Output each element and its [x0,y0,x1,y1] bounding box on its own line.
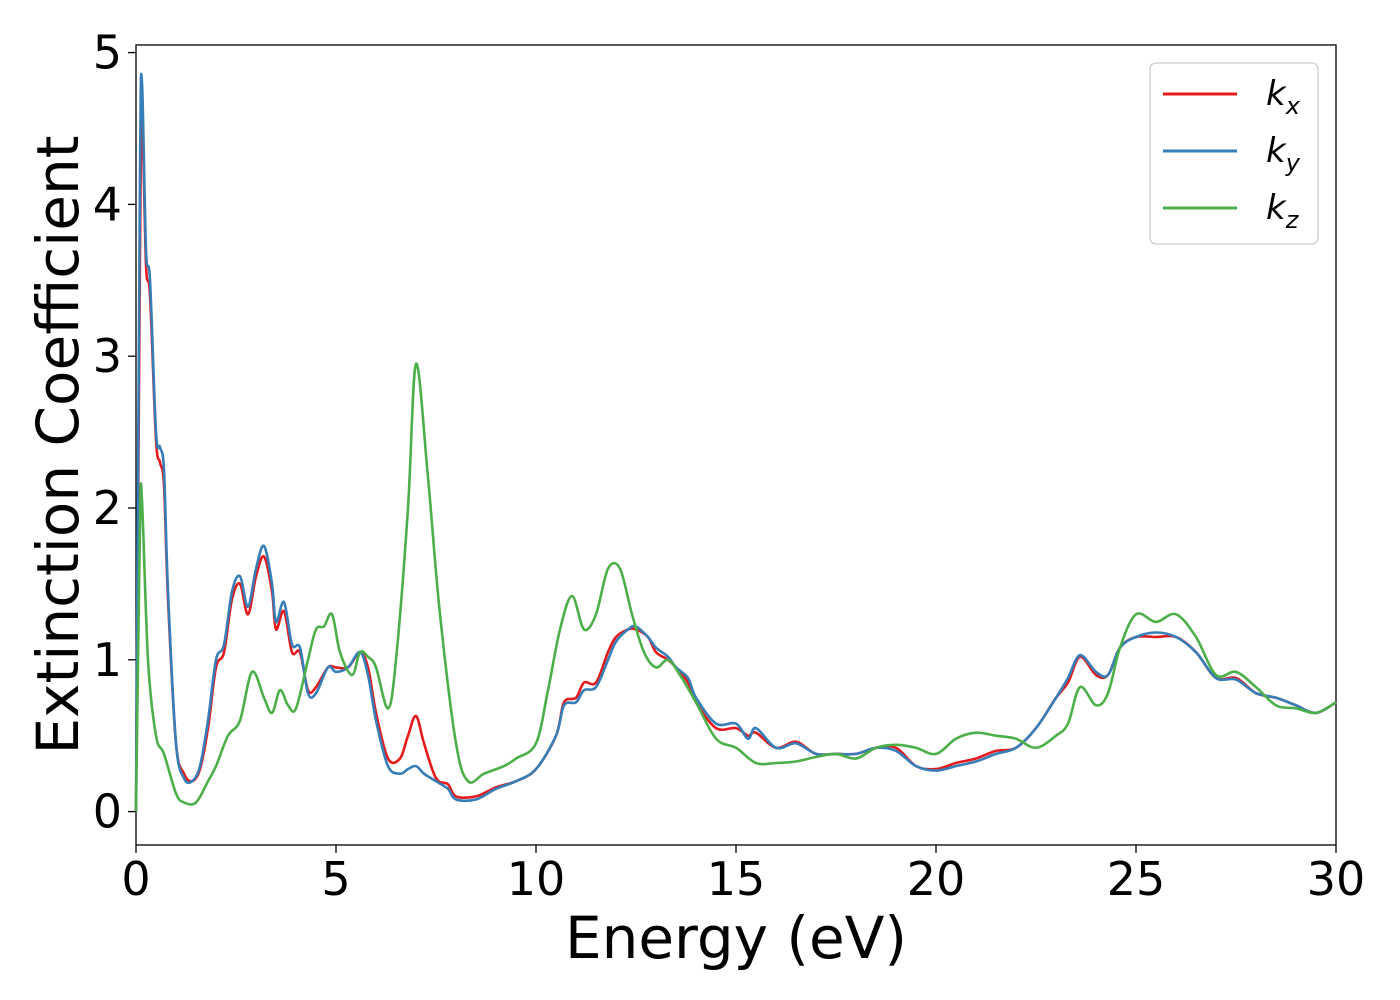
y-axis-ticks: 0 1 2 3 4 5 [93,26,136,839]
series-line-kz [134,362,1337,812]
y-tick-label: 0 [93,785,122,839]
x-tick-label: 10 [507,852,566,906]
legend-label-base: k [1266,74,1287,114]
y-tick-label: 5 [93,26,122,80]
x-tick-label: 20 [907,852,966,906]
legend-label: ky [1266,131,1301,177]
x-tick-label: 0 [121,852,150,906]
legend-label-base: k [1266,188,1287,228]
series-layer [134,72,1337,812]
legend-label-subscript: z [1285,206,1300,234]
y-tick-label: 2 [93,481,122,535]
y-tick-label: 4 [93,177,122,231]
legend-label: kx [1266,74,1301,120]
x-tick-label: 30 [1307,852,1366,906]
x-axis-title: Energy (eV) [565,904,907,972]
legend-label: kz [1266,188,1300,234]
x-tick-label: 15 [707,852,766,906]
legend-label-subscript: y [1285,149,1301,177]
y-tick-label: 1 [93,633,122,687]
x-tick-label: 5 [321,852,350,906]
x-tick-label: 25 [1107,852,1166,906]
y-axis-title: Extinction Coefficient [24,136,92,755]
legend-label-subscript: x [1285,92,1301,120]
legend-label-base: k [1266,131,1287,171]
y-tick-label: 3 [93,329,122,383]
x-axis-ticks: 0 5 10 15 20 25 30 [121,845,1365,906]
legend-box [1149,62,1319,245]
series-line-ky [134,72,1337,812]
